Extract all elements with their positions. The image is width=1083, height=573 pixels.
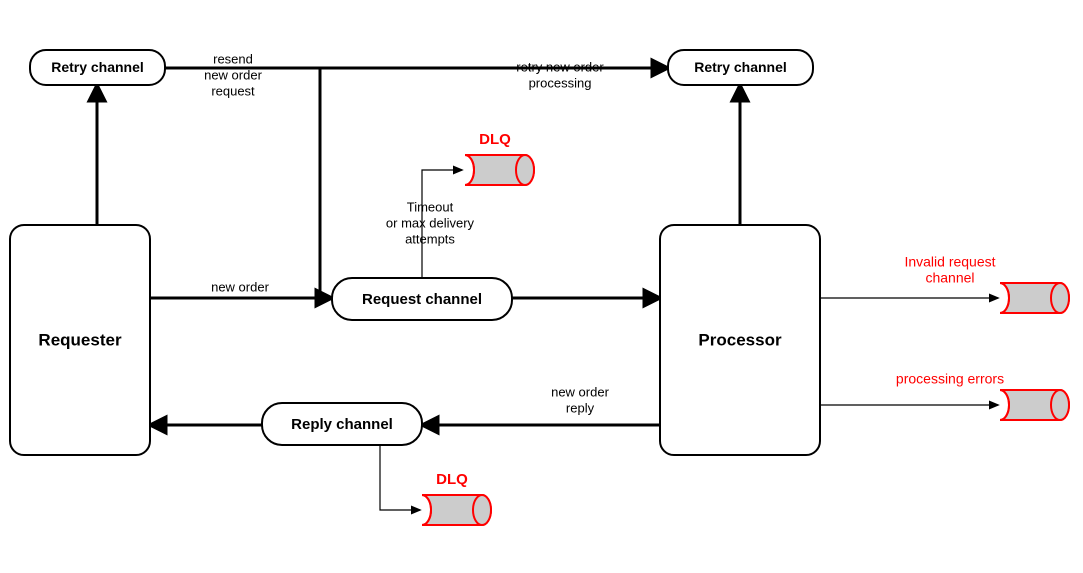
reply_channel-label: Reply channel bbox=[291, 416, 393, 433]
dlq_bottom-label: DLQ bbox=[436, 471, 468, 488]
edge-processor-to-reply-channel-label-1: reply bbox=[566, 400, 595, 415]
edge-retry-left-to-junction-label-2: request bbox=[211, 83, 255, 98]
processing_errors_cyl-cylinder bbox=[1000, 390, 1069, 420]
requester-label: Requester bbox=[38, 330, 122, 349]
edge-retry-left-to-junction-label-0: resend bbox=[213, 51, 253, 66]
edge-request-channel-to-dlq-label-0: Timeout bbox=[407, 199, 454, 214]
processor-label: Processor bbox=[698, 330, 782, 349]
dlq_top-label: DLQ bbox=[479, 131, 511, 148]
invalid_request_cyl-cylinder bbox=[1000, 283, 1069, 313]
processing_errors_cyl-label: processing errors bbox=[896, 371, 1004, 387]
request_channel-label: Request channel bbox=[362, 291, 482, 308]
dlq_top-cylinder bbox=[465, 155, 534, 185]
retry_right-label: Retry channel bbox=[694, 59, 787, 75]
edge-junction-to-retry-right-label-0: retry new order bbox=[516, 59, 604, 74]
edge-retry-left-to-junction-label-1: new order bbox=[204, 67, 262, 82]
edge-reply-channel-to-dlq bbox=[380, 445, 420, 510]
edge-processor-to-reply-channel-label-0: new order bbox=[551, 384, 609, 399]
edge-request-channel-to-dlq-label-2: attempts bbox=[405, 231, 455, 246]
edge-request-channel-to-dlq-label-1: or max delivery bbox=[386, 215, 475, 230]
messaging-flow-diagram: Requester Processor Retry channel Retry cha… bbox=[0, 0, 1083, 573]
dlq_bottom-cylinder bbox=[422, 495, 491, 525]
retry_left-label: Retry channel bbox=[51, 59, 144, 75]
invalid_request_cyl-label-line-1: channel bbox=[925, 270, 974, 286]
invalid_request_cyl-label-line-0: Invalid request bbox=[904, 254, 995, 270]
edge-requester-to-request-channel-label: new order bbox=[211, 279, 269, 294]
edge-junction-to-retry-right-label-1: processing bbox=[529, 75, 592, 90]
